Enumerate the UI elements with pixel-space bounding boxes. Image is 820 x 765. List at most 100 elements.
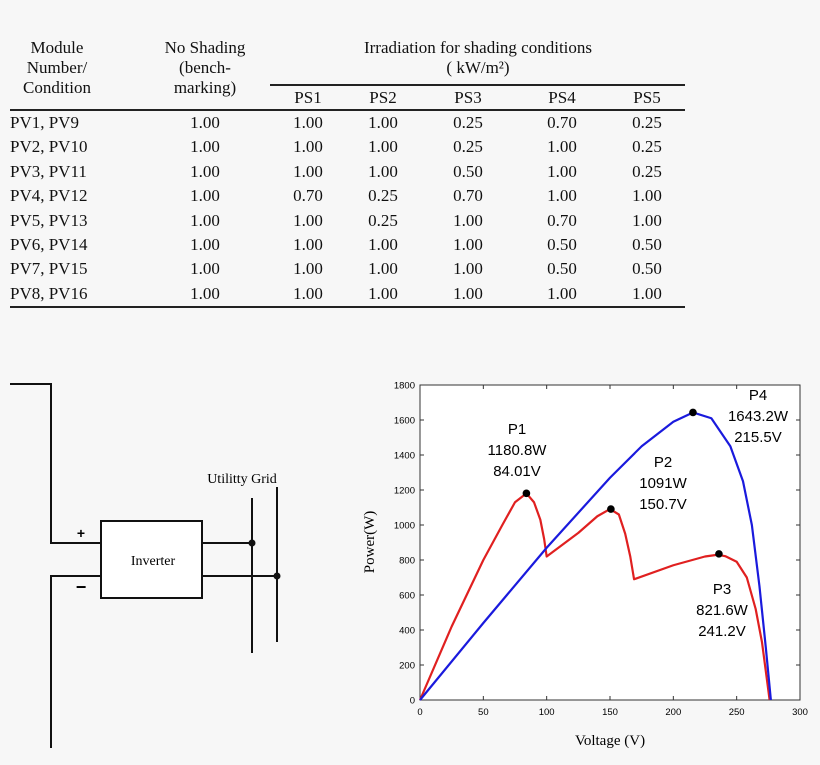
peak-marker: [689, 408, 697, 417]
table-cell: 1.00: [632, 186, 662, 206]
peak-label: 1180.8W: [488, 442, 548, 459]
table-cell: 1.00: [293, 113, 323, 132]
header-line: ( kW/m²): [446, 58, 510, 77]
peak-marker: [607, 505, 615, 513]
row-module: PV6, PV14: [10, 235, 88, 254]
peak-marker: [715, 550, 723, 558]
header-ps2: PS2: [369, 88, 397, 107]
header-line: (bench-: [179, 58, 231, 77]
table-cell: 1.00: [190, 210, 220, 230]
y-tick-label: 1200: [394, 486, 415, 497]
peak-marker: [522, 489, 531, 498]
junction-dot: [273, 572, 281, 580]
table-cell: 1.00: [547, 161, 577, 181]
table-cell: 1.00: [190, 235, 220, 254]
row-module: PV1, PV9: [10, 113, 79, 132]
table-cell: 1.00: [368, 161, 398, 181]
header-rule: [270, 84, 685, 86]
table-cell: 1.00: [368, 113, 398, 132]
peak-label: P2: [654, 454, 672, 471]
header-bottom-rule: [10, 109, 685, 111]
table-cell: 1.00: [190, 113, 220, 132]
table-cell: 1.00: [190, 283, 220, 303]
header-no-shading: No Shading (bench- marking): [165, 38, 246, 98]
y-tick-label: 1000: [394, 521, 415, 532]
y-tick-label: 600: [399, 591, 415, 602]
minus-sign: −: [76, 577, 87, 597]
table-cell: 1.00: [293, 259, 323, 279]
y-tick-label: 1400: [394, 451, 415, 462]
table-cell: 1.00: [547, 186, 577, 206]
table-cell: 1.00: [368, 235, 398, 254]
peak-label: 84.01V: [493, 463, 541, 480]
header-module: Module Number/ Condition: [23, 38, 91, 98]
inverter-label: Inverter: [131, 554, 176, 569]
table-cell: 1.00: [293, 137, 323, 157]
table-cell: 0.70: [453, 186, 483, 206]
table-cell: 1.00: [453, 283, 483, 303]
table-cell: 1.00: [293, 161, 323, 181]
x-tick-label: 250: [729, 707, 745, 718]
table-cell: 0.25: [632, 113, 662, 132]
x-tick-label: 50: [478, 707, 489, 718]
table-cell: 1.00: [190, 259, 220, 279]
table-cell: 1.00: [293, 210, 323, 230]
row-module: PV2, PV10: [10, 137, 88, 157]
table-cell: 0.25: [453, 113, 483, 132]
plot-area: [419, 384, 801, 701]
table-cell: 1.00: [632, 210, 662, 230]
y-tick-label: 1800: [394, 381, 415, 392]
y-axis-label: Power(W): [362, 511, 378, 573]
peak-label: 215.5V: [734, 429, 782, 446]
table-cell: 1.00: [190, 161, 220, 181]
junction-dot: [248, 539, 256, 547]
header-ps3: PS3: [454, 88, 482, 107]
table-cell: 0.25: [453, 137, 483, 157]
utility-grid-label: Utilitty Grid: [207, 472, 277, 487]
table-cell: 0.25: [632, 161, 662, 181]
header-line: No Shading: [164, 38, 246, 57]
shaded-curve: [418, 492, 771, 701]
header-irradiation: Irradiation for shading conditions ( kW/…: [364, 38, 592, 78]
table-cell: 1.00: [547, 137, 577, 157]
row-module: PV4, PV12: [10, 186, 88, 206]
header-line: marking): [173, 78, 237, 97]
x-tick-label: 300: [792, 707, 808, 718]
table-cell: 1.00: [368, 259, 398, 279]
peak-label: 821.6W: [696, 602, 749, 619]
peak-label: 241.2V: [698, 623, 746, 640]
peak-label: 1091W: [639, 475, 687, 492]
header-line: Number/: [26, 58, 88, 77]
unshaded-curve: [419, 411, 772, 701]
inverter-box: [100, 520, 203, 599]
peak-label: 150.7V: [639, 496, 687, 513]
plus-sign: +: [77, 525, 85, 541]
table-cell: 0.50: [547, 235, 577, 254]
table-cell: 0.70: [547, 210, 577, 230]
row-module: PV8, PV16: [10, 283, 88, 303]
peak-label: P3: [713, 581, 731, 598]
header-ps5: PS5: [633, 88, 661, 107]
table-cell: 0.50: [547, 259, 577, 279]
table-cell: 1.00: [453, 210, 483, 230]
row-module: PV7, PV15: [10, 259, 88, 279]
negative-wire: [50, 575, 101, 748]
peak-label: P4: [749, 387, 767, 404]
header-line: Condition: [22, 78, 92, 97]
table-cell: 1.00: [190, 186, 220, 206]
table-cell: 0.50: [632, 235, 662, 254]
peak-label: P1: [508, 421, 526, 438]
header-line: Module: [30, 38, 84, 57]
table-cell: 1.00: [453, 259, 483, 279]
table-cell: 1.00: [453, 235, 483, 254]
row-module: PV5, PV13: [10, 210, 88, 230]
x-tick-label: 150: [602, 707, 618, 718]
table-bottom-rule: [10, 306, 685, 308]
table-cell: 1.00: [632, 283, 662, 303]
y-tick-label: 800: [399, 556, 415, 567]
y-tick-label: 200: [399, 661, 415, 672]
peak-label: 1643.2W: [728, 408, 789, 425]
x-axis-label: Voltage (V): [575, 733, 645, 749]
table-cell: 1.00: [547, 283, 577, 303]
x-tick-label: 100: [539, 707, 555, 718]
